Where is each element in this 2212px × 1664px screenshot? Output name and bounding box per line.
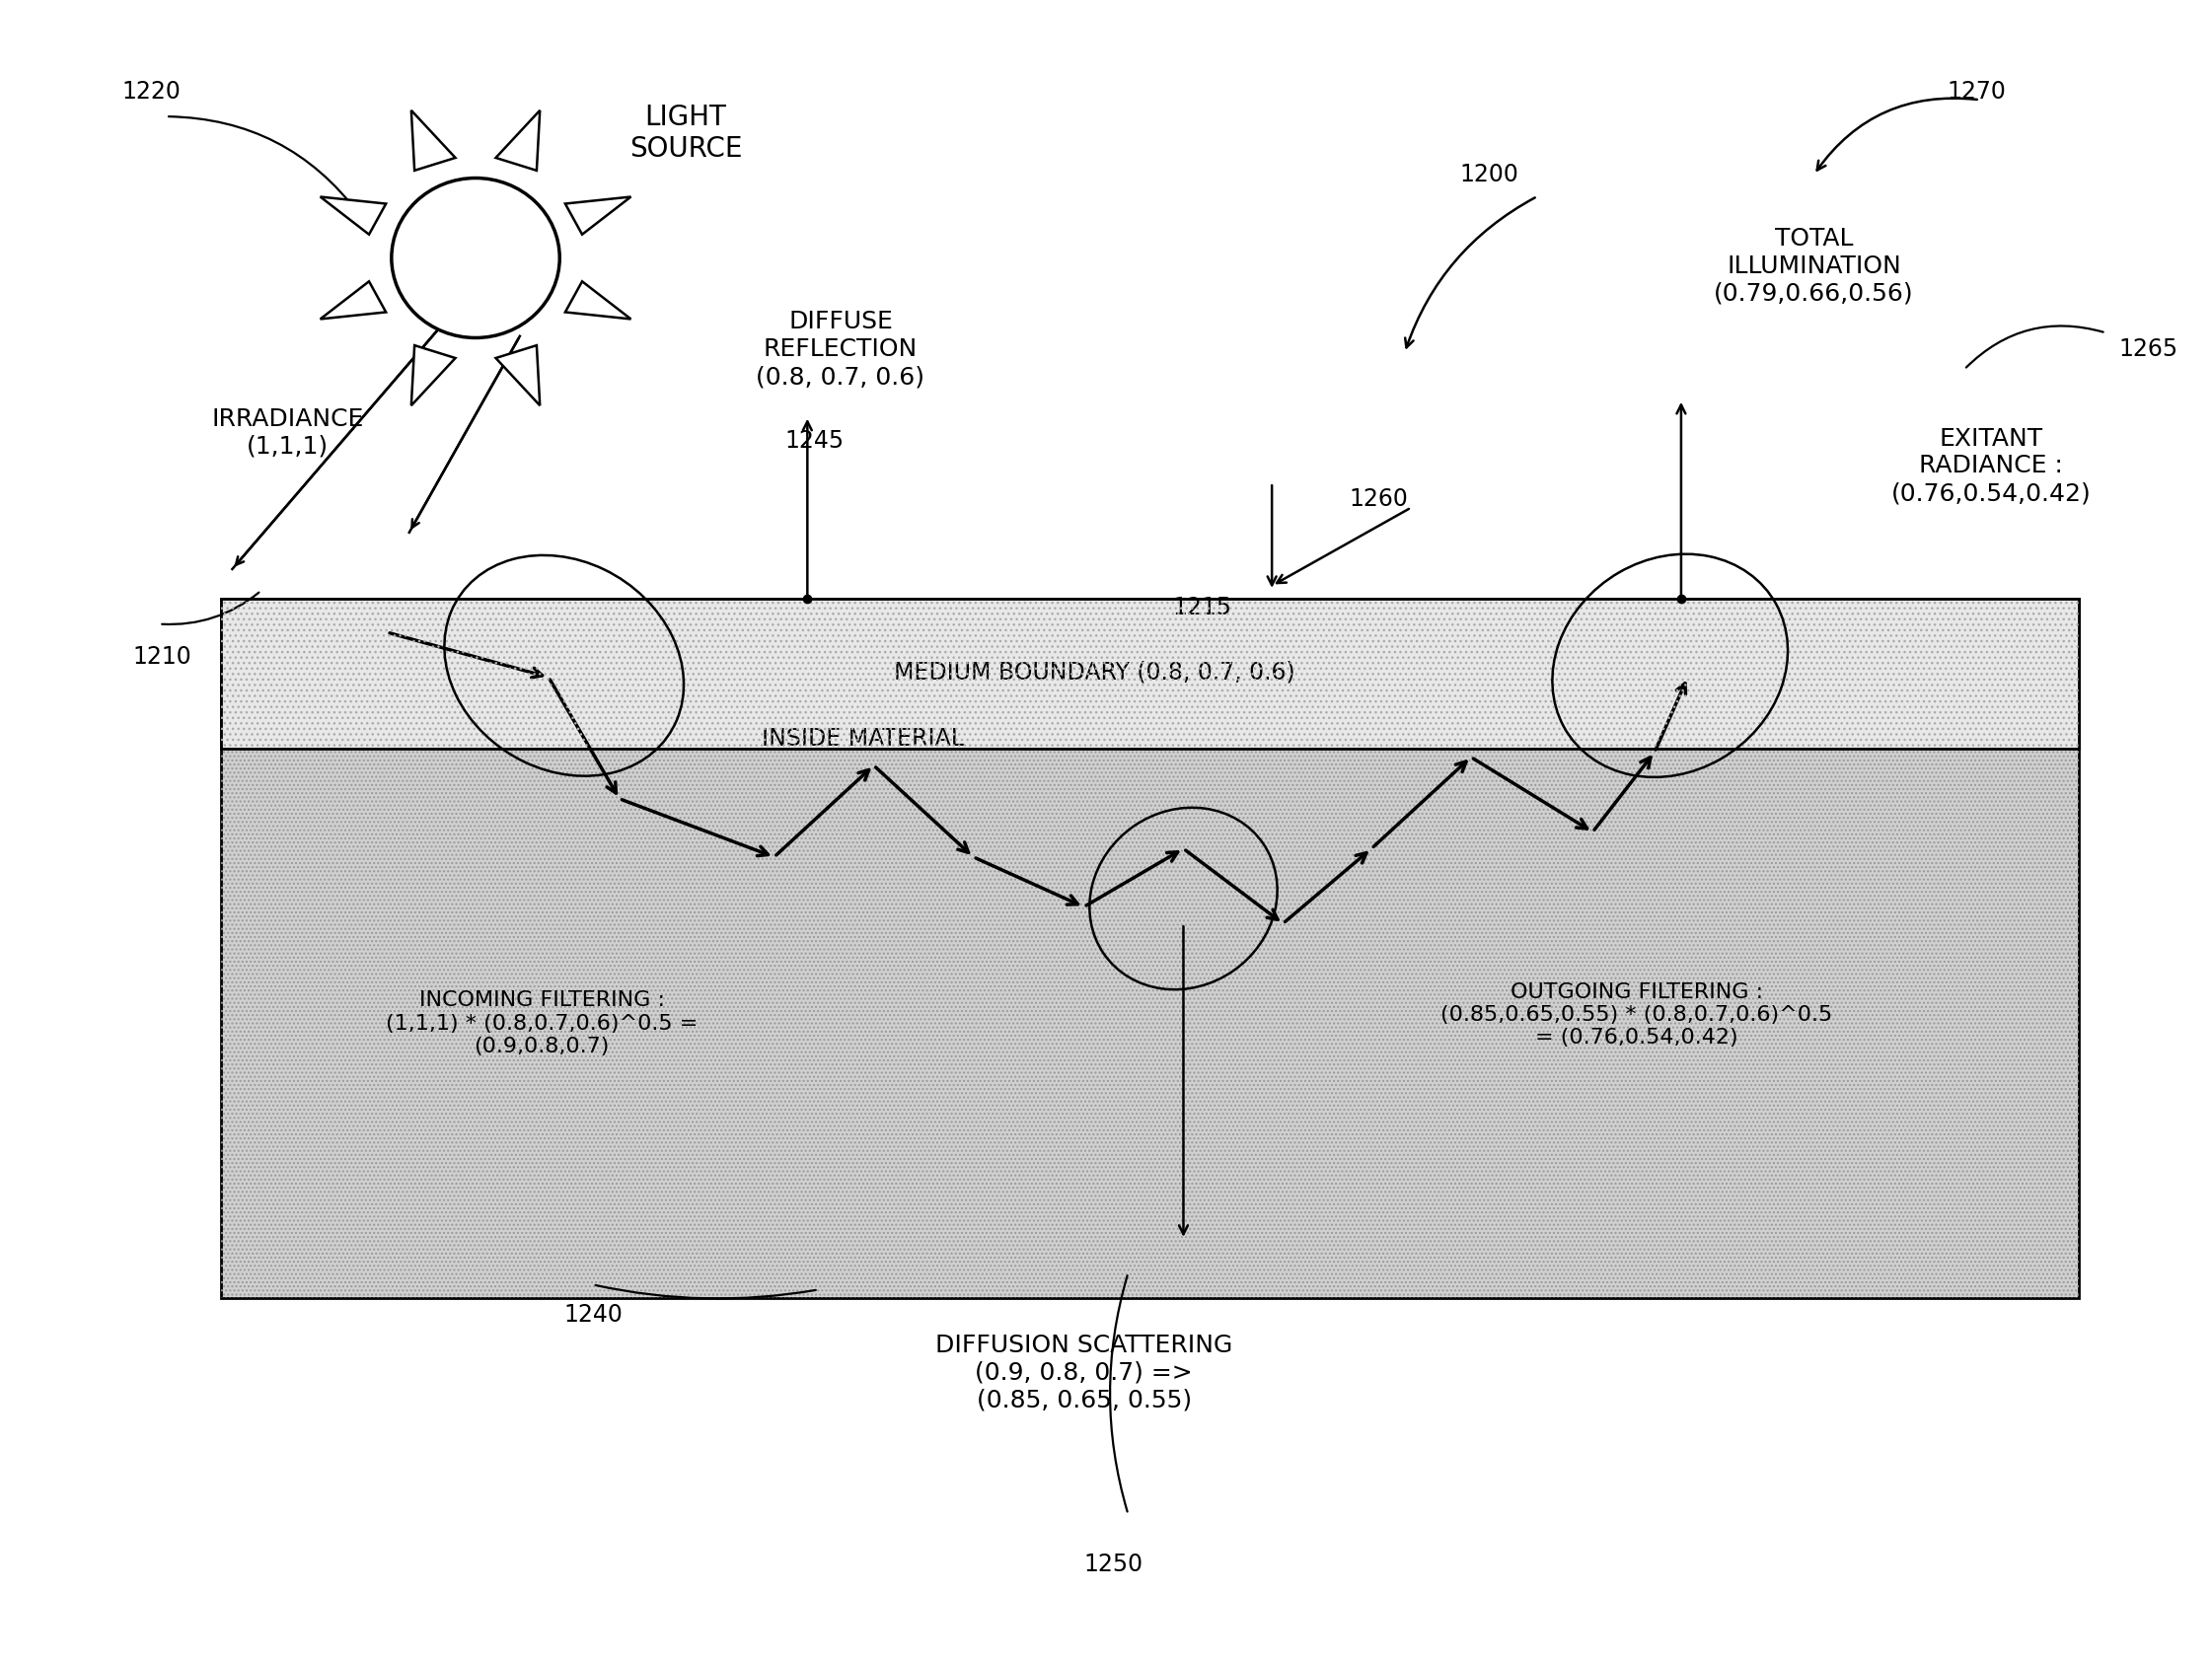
Text: EXITANT
RADIANCE :
(0.76,0.54,0.42): EXITANT RADIANCE : (0.76,0.54,0.42) bbox=[1891, 426, 2090, 506]
Polygon shape bbox=[495, 110, 540, 170]
Text: IRRADIANCE
(1,1,1): IRRADIANCE (1,1,1) bbox=[212, 408, 363, 458]
Polygon shape bbox=[566, 281, 630, 319]
Bar bbox=[221, 599, 2079, 749]
Text: 1250: 1250 bbox=[1084, 1553, 1144, 1576]
Text: INSIDE MATERIAL: INSIDE MATERIAL bbox=[761, 727, 964, 750]
Text: 1265: 1265 bbox=[2119, 338, 2179, 361]
Text: DIFFUSION SCATTERING
(0.9, 0.8, 0.7) =>
(0.85, 0.65, 0.55): DIFFUSION SCATTERING (0.9, 0.8, 0.7) => … bbox=[936, 1333, 1232, 1413]
Text: 1220: 1220 bbox=[122, 80, 181, 103]
Text: TOTAL
ILLUMINATION
(0.79,0.66,0.56): TOTAL ILLUMINATION (0.79,0.66,0.56) bbox=[1714, 226, 1913, 306]
Ellipse shape bbox=[392, 178, 560, 338]
Bar bbox=[221, 599, 2079, 749]
Text: 1200: 1200 bbox=[1460, 163, 1520, 186]
Text: INCOMING FILTERING :
(1,1,1) * (0.8,0.7,0.6)^0.5 =
(0.9,0.8,0.7): INCOMING FILTERING : (1,1,1) * (0.8,0.7,… bbox=[385, 990, 699, 1057]
Text: 1210: 1210 bbox=[133, 646, 192, 669]
Polygon shape bbox=[411, 346, 456, 406]
Polygon shape bbox=[411, 110, 456, 170]
Text: 1245: 1245 bbox=[785, 429, 845, 453]
Text: 1215: 1215 bbox=[1172, 596, 1232, 619]
Text: MEDIUM BOUNDARY (0.8, 0.7, 0.6): MEDIUM BOUNDARY (0.8, 0.7, 0.6) bbox=[894, 661, 1296, 684]
Text: LIGHT
SOURCE: LIGHT SOURCE bbox=[628, 103, 743, 163]
Text: 1240: 1240 bbox=[564, 1303, 624, 1326]
Polygon shape bbox=[321, 281, 385, 319]
Text: 1260: 1260 bbox=[1349, 488, 1409, 511]
Polygon shape bbox=[321, 196, 385, 235]
Polygon shape bbox=[495, 346, 540, 406]
Polygon shape bbox=[566, 196, 630, 235]
Text: OUTGOING FILTERING :
(0.85,0.65,0.55) * (0.8,0.7,0.6)^0.5
= (0.76,0.54,0.42): OUTGOING FILTERING : (0.85,0.65,0.55) * … bbox=[1440, 982, 1834, 1048]
Bar bbox=[221, 599, 2079, 1298]
Bar bbox=[221, 599, 2079, 1298]
Text: DIFFUSE
REFLECTION
(0.8, 0.7, 0.6): DIFFUSE REFLECTION (0.8, 0.7, 0.6) bbox=[757, 310, 925, 389]
Text: 1270: 1270 bbox=[1947, 80, 2006, 103]
